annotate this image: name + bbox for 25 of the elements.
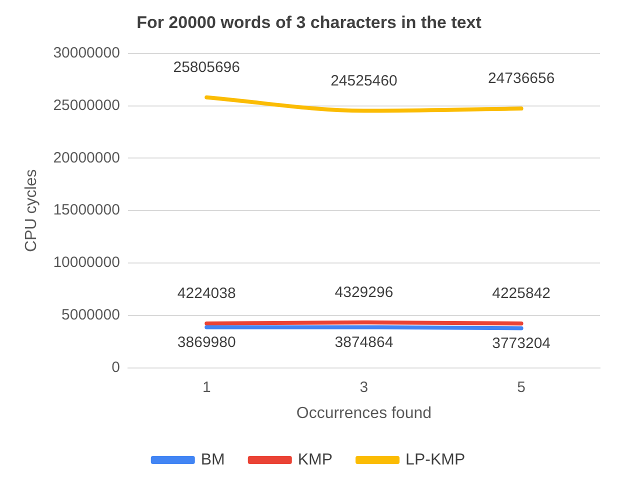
data-label: 3869980	[177, 334, 236, 351]
data-label: 24525460	[330, 72, 398, 90]
data-label: 4225842	[492, 285, 551, 302]
chart-title: For 20000 words of 3 characters in the text	[136, 12, 482, 32]
y-tick-label: 20000000	[53, 149, 120, 166]
x-axis-title: Occurrences found	[296, 404, 432, 422]
y-tick-label: 30000000	[53, 44, 120, 62]
y-tick-label: 5000000	[62, 306, 120, 324]
y-tick-label: 0	[112, 358, 120, 376]
y-axis-title: CPU cycles	[23, 169, 40, 252]
x-tick-label: 3	[360, 378, 368, 396]
x-tick-label: 5	[517, 378, 526, 396]
legend-label: BM	[200, 451, 225, 468]
legend-label: KMP	[298, 451, 333, 468]
y-tick-label: 15000000	[53, 202, 120, 219]
data-label: 3874864	[334, 334, 394, 351]
data-label: 25805696	[173, 58, 240, 76]
y-tick-label: 25000000	[53, 96, 120, 114]
legend-label: LP-KMP	[406, 451, 466, 468]
data-label: 4224038	[177, 285, 236, 302]
data-label: 4329296	[334, 284, 394, 302]
data-label: 3773204	[492, 334, 551, 352]
y-tick-label: 10000000	[53, 254, 120, 272]
x-tick-label: 1	[202, 378, 211, 396]
data-label: 24736656	[488, 70, 555, 88]
